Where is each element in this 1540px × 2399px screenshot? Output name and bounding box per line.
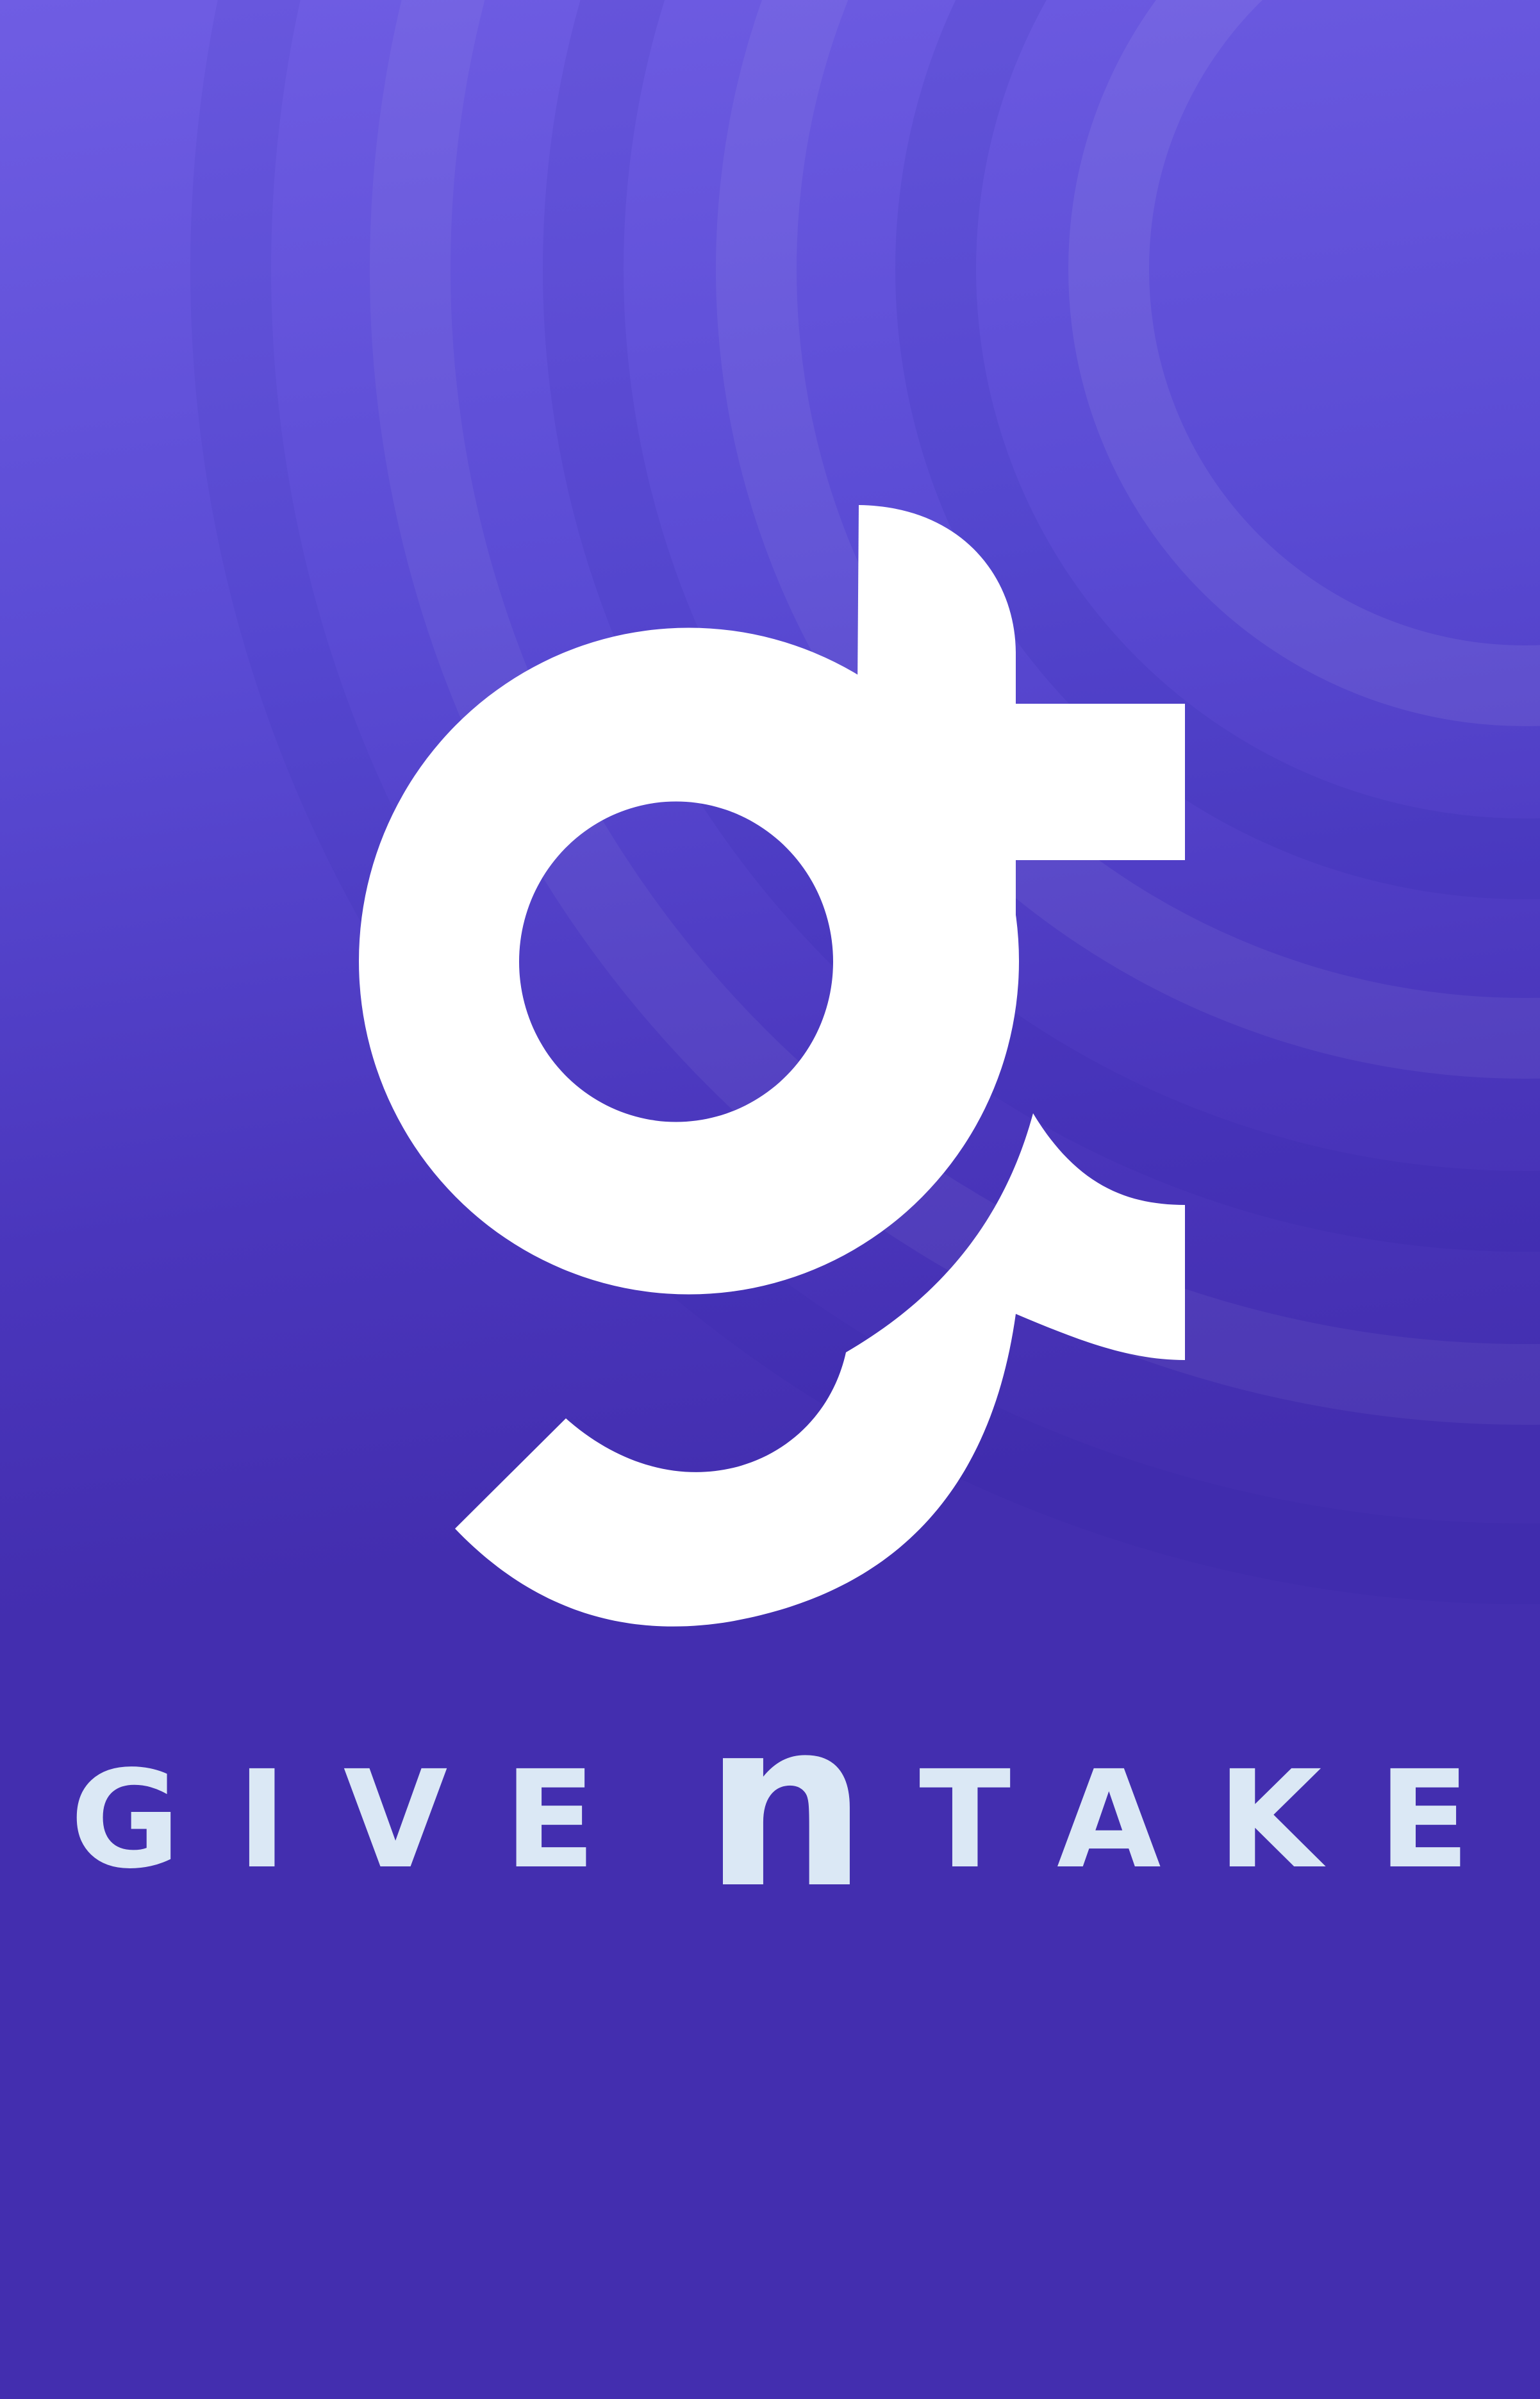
wordmark-give: GIVE <box>70 1741 652 1898</box>
brand-wordmark: GIVE n TAKE <box>0 1689 1540 1920</box>
wordmark-take: TAKE <box>919 1741 1527 1898</box>
wordmark-n: n <box>703 1670 868 1939</box>
give-n-take-gt-monogram-icon <box>359 505 1185 1627</box>
